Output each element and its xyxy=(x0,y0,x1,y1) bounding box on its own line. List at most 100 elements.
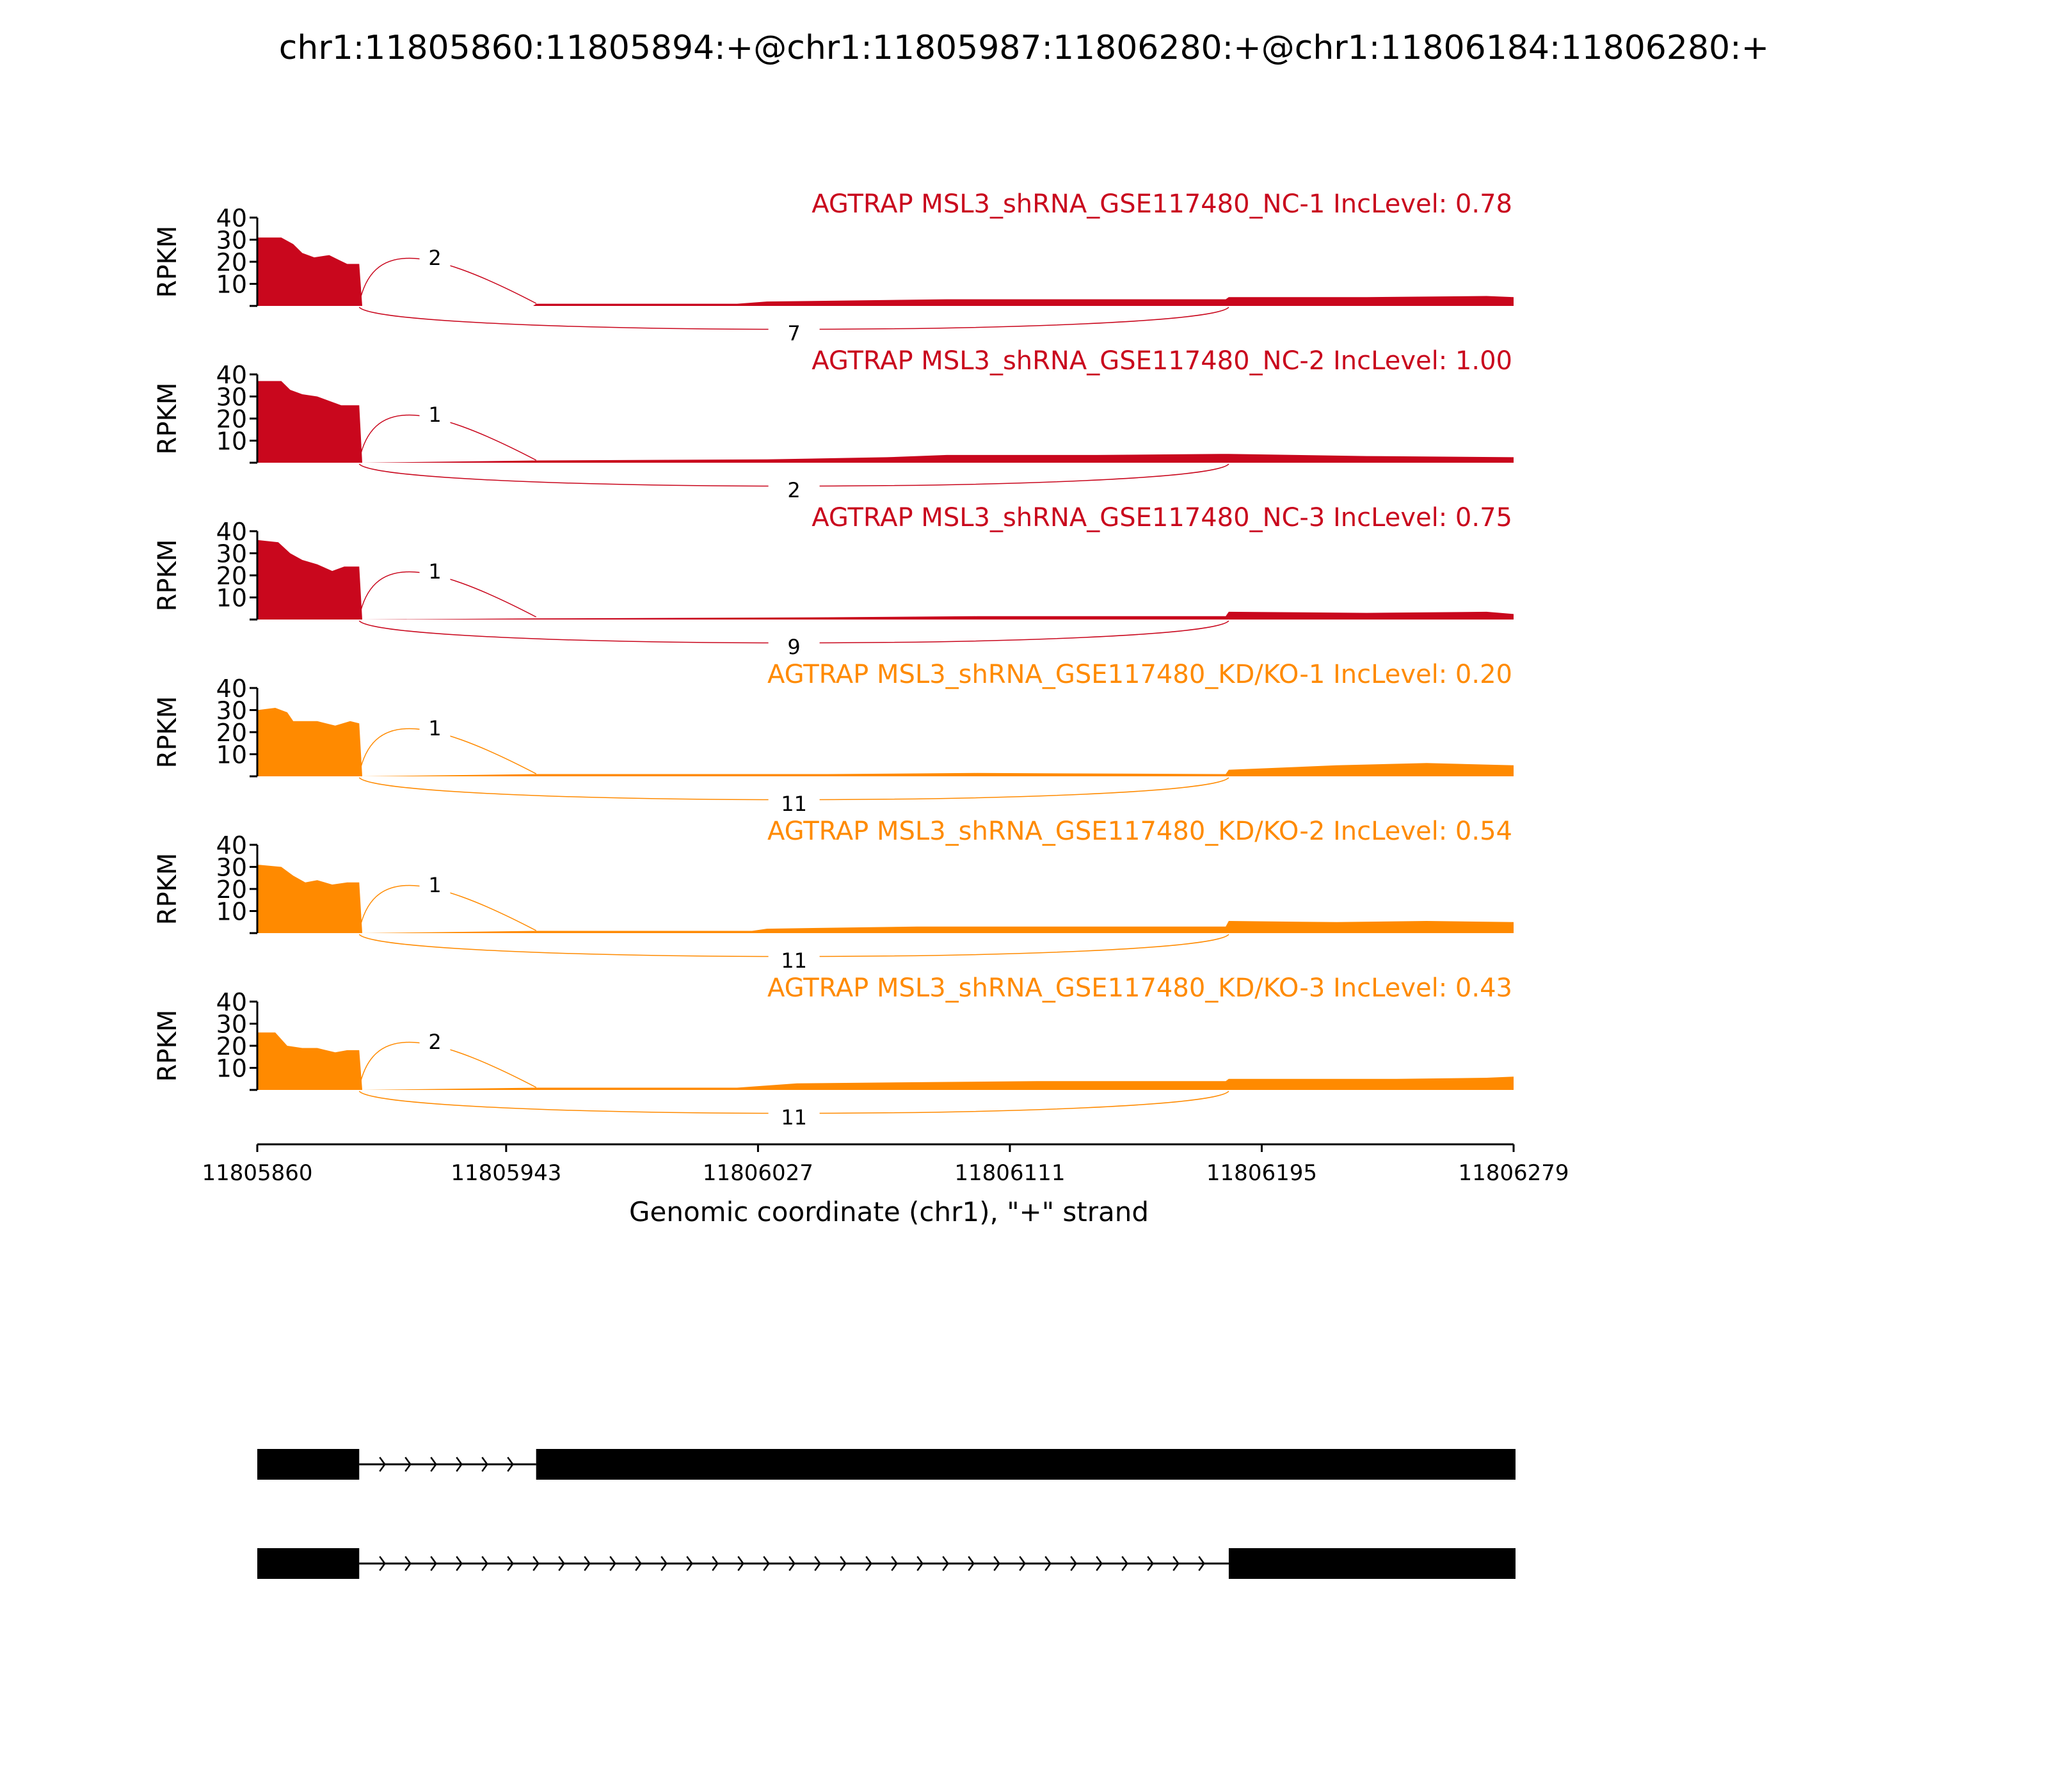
strand-arrow xyxy=(660,1556,668,1571)
x-axis-label: Genomic coordinate (chr1), "+" strand xyxy=(629,1196,1149,1228)
y-tick-label: 30 xyxy=(216,1011,247,1039)
y-axis-label: RPKM xyxy=(153,853,182,925)
strand-arrow xyxy=(942,1556,949,1571)
strand-arrow xyxy=(558,1556,565,1571)
strand-arrow xyxy=(840,1556,847,1571)
strand-arrow xyxy=(1147,1556,1154,1571)
junction-label-bg xyxy=(419,558,451,584)
strand-arrow xyxy=(865,1556,872,1571)
strand-arrow xyxy=(584,1556,591,1571)
x-tick-label: 11805943 xyxy=(451,1160,561,1186)
track-label: AGTRAP MSL3_shRNA_GSE117480_KD/KO-1 IncL… xyxy=(767,660,1512,689)
strand-arrow xyxy=(686,1556,693,1571)
junction-label-bg xyxy=(419,244,451,270)
x-tick-label: 11806027 xyxy=(703,1160,813,1186)
y-tick-label: 20 xyxy=(216,1032,247,1060)
strand-arrow xyxy=(379,1556,386,1571)
y-tick-label: 10 xyxy=(216,271,247,299)
x-tick-label: 11805860 xyxy=(202,1160,312,1186)
x-axis: 11805860 11805943 11806027 11806111 11806195… xyxy=(202,1143,1569,1186)
junction-label-bg xyxy=(768,790,820,816)
strand-arrow xyxy=(456,1457,463,1472)
inclusion-junction-arc xyxy=(358,571,537,618)
inclusion-junction-count: 1 xyxy=(428,873,441,897)
y-tick-label: 30 xyxy=(216,697,247,725)
strand-arrow xyxy=(712,1556,719,1571)
strand-arrow xyxy=(1172,1556,1180,1571)
strand-arrow xyxy=(430,1556,437,1571)
skipping-junction-count: 11 xyxy=(781,792,807,816)
y-tick-label: 10 xyxy=(216,584,247,612)
y-tick-label: 20 xyxy=(216,248,247,276)
skipping-junction-count: 9 xyxy=(787,635,800,659)
y-tick-label: 10 xyxy=(216,428,247,456)
exon-block xyxy=(257,1548,360,1579)
junction-label-bg xyxy=(419,715,451,740)
strand-arrow xyxy=(635,1556,642,1571)
strand-arrow xyxy=(379,1457,386,1472)
coverage-area xyxy=(257,1032,1514,1090)
y-tick-label: 20 xyxy=(216,719,247,747)
track-label: AGTRAP MSL3_shRNA_GSE117480_KD/KO-3 IncL… xyxy=(767,973,1512,1003)
strand-arrow xyxy=(507,1556,514,1571)
junction-label-bg xyxy=(768,320,820,346)
coverage-area xyxy=(257,708,1514,776)
strand-arrow xyxy=(609,1556,616,1571)
strand-arrow xyxy=(404,1457,412,1472)
skipping-junction-count: 11 xyxy=(781,948,807,973)
y-tick-label: 40 xyxy=(216,518,247,546)
strand-arrow xyxy=(1044,1556,1052,1571)
strand-arrow xyxy=(1096,1556,1103,1571)
y-tick-label: 40 xyxy=(216,988,247,1016)
isoform-2 xyxy=(257,1548,1516,1579)
coverage-area xyxy=(257,865,1514,933)
exon-block xyxy=(257,1449,360,1480)
inclusion-junction-count: 1 xyxy=(428,716,441,740)
inclusion-junction-count: 2 xyxy=(428,1030,441,1054)
y-axis-label: RPKM xyxy=(153,696,182,769)
inclusion-junction-arc xyxy=(358,728,537,774)
strand-arrow xyxy=(968,1556,975,1571)
y-tick-label: 10 xyxy=(216,741,247,769)
track-label: AGTRAP MSL3_shRNA_GSE117480_NC-2 IncLeve… xyxy=(812,346,1512,376)
y-axis-label: RPKM xyxy=(153,226,182,298)
x-tick-label: 11806111 xyxy=(954,1160,1065,1186)
skipping-junction-count: 2 xyxy=(787,478,800,502)
inclusion-junction-count: 1 xyxy=(428,559,441,584)
strand-arrow xyxy=(1019,1556,1026,1571)
y-tick-label: 20 xyxy=(216,876,247,904)
inclusion-junction-count: 1 xyxy=(428,403,441,427)
coverage-area xyxy=(257,237,1514,306)
junction-label-bg xyxy=(419,401,451,427)
isoform-structures xyxy=(257,1449,1516,1579)
exon-block xyxy=(536,1449,1516,1480)
y-tick-label: 30 xyxy=(216,854,247,882)
x-tick-label: 11806195 xyxy=(1206,1160,1317,1186)
skipping-junction-count: 7 xyxy=(787,321,800,346)
isoform-1 xyxy=(257,1449,1516,1480)
junction-label-bg xyxy=(768,634,820,659)
y-tick-label: 10 xyxy=(216,1055,247,1083)
y-tick-label: 40 xyxy=(216,361,247,389)
strand-arrow xyxy=(404,1556,412,1571)
track-label: AGTRAP MSL3_shRNA_GSE117480_NC-1 IncLeve… xyxy=(812,189,1512,219)
strand-arrow xyxy=(993,1556,1000,1571)
y-axis-label: RPKM xyxy=(153,1010,182,1082)
inclusion-junction-arc xyxy=(358,884,537,931)
strand-arrow xyxy=(916,1556,924,1571)
junction-label-bg xyxy=(419,872,451,897)
strand-arrow xyxy=(1121,1556,1128,1571)
x-tick-label: 11806279 xyxy=(1458,1160,1569,1186)
strand-arrow xyxy=(481,1556,488,1571)
junction-label-bg xyxy=(768,1104,820,1130)
y-tick-label: 20 xyxy=(216,405,247,433)
junction-label-bg xyxy=(768,477,820,502)
